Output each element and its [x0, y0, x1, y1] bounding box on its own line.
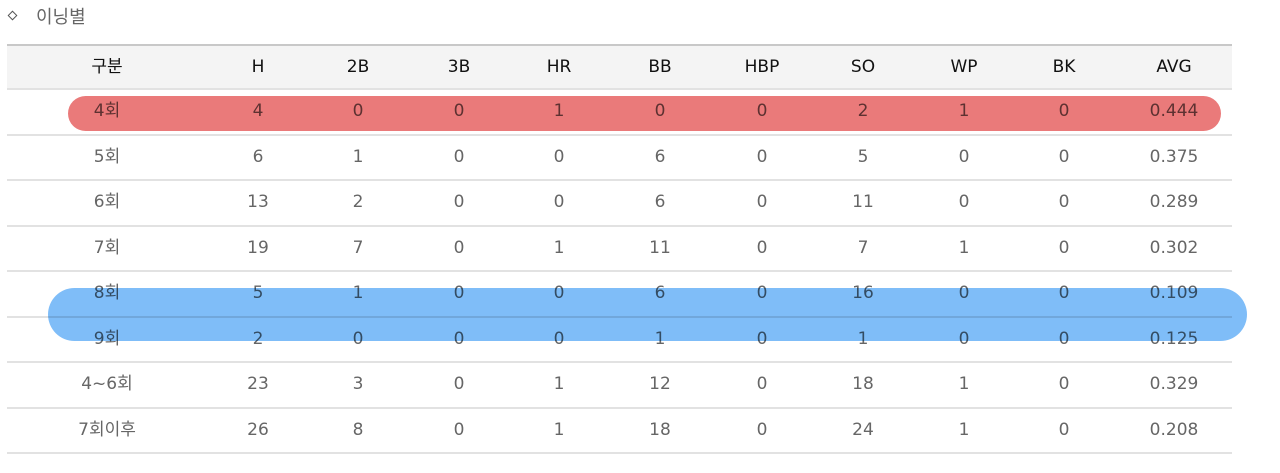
table-cell: 7	[857, 237, 869, 258]
red-highlight	[68, 96, 1221, 131]
table-cell: 0	[553, 146, 565, 167]
table-cell: 24	[852, 419, 874, 440]
table-cell: 0	[958, 146, 970, 167]
section-title: 이닝별	[36, 7, 86, 28]
table-cell: 6	[654, 146, 666, 167]
table-cell: 11	[852, 192, 874, 212]
table-cell: 18	[649, 419, 671, 440]
row-border	[7, 361, 1232, 363]
bullet	[7, 10, 18, 21]
table-cell: 0	[756, 374, 768, 394]
table-cell: 7회이후	[78, 419, 136, 440]
table-cell: 0	[756, 237, 768, 258]
table-cell: 6회	[93, 192, 121, 212]
table-cell: 0.375	[1149, 146, 1199, 167]
table-cell: 0.208	[1149, 419, 1199, 440]
table-cell: 5회	[93, 146, 121, 167]
table-cell: 1	[958, 419, 970, 440]
table-cell: 0	[1058, 192, 1070, 212]
table-cell: 0	[958, 192, 970, 212]
header-cell: H	[251, 57, 265, 77]
table-cell: 1	[553, 419, 565, 440]
table-cell: 0	[453, 374, 465, 394]
table-cell: 0	[756, 146, 768, 167]
table-cell: 26	[247, 419, 269, 440]
header-cell: BB	[648, 57, 672, 77]
row-border	[7, 270, 1232, 272]
table-cell: 2	[352, 192, 364, 212]
table-cell: 0	[1058, 419, 1070, 440]
table-cell: 0.302	[1149, 237, 1199, 258]
table-cell: 0.289	[1149, 192, 1199, 212]
table-cell: 18	[852, 374, 874, 394]
header-cell: 3B	[447, 57, 471, 77]
header-cell: AVG	[1156, 57, 1192, 77]
table-cell: 0	[1058, 237, 1070, 258]
header-row	[7, 44, 1232, 89]
table-cell: 8	[352, 419, 364, 440]
table-cell: 5	[857, 146, 869, 167]
row-border	[7, 88, 1232, 90]
table-cell: 11	[649, 237, 671, 258]
table-cell: 0.329	[1149, 374, 1199, 394]
table-cell: 7회	[93, 237, 121, 258]
table-cell: 0	[453, 146, 465, 167]
table-cell: 1	[553, 237, 565, 258]
table-cell: 6	[252, 146, 264, 167]
table-cell: 0	[453, 419, 465, 440]
table-cell: 1	[352, 146, 364, 167]
table-cell: 0	[453, 192, 465, 212]
table-cell: 0	[1058, 374, 1070, 394]
table-cell: 0	[553, 192, 565, 212]
header-cell: WP	[950, 57, 978, 77]
row-border	[7, 452, 1232, 454]
table-cell: 7	[352, 237, 364, 258]
header-cell: SO	[850, 57, 876, 77]
table-cell: 1	[553, 374, 565, 394]
table-cell: 4~6회	[81, 374, 133, 394]
table-cell: 1	[958, 374, 970, 394]
header-cell: HBP	[744, 57, 780, 77]
blue-highlight	[48, 288, 1247, 341]
table-cell: 13	[247, 192, 269, 212]
row-border	[7, 133, 1232, 136]
table-cell: 0	[453, 237, 465, 258]
table-cell: 0	[756, 419, 768, 440]
table-cell: 1	[958, 237, 970, 258]
table-cell: 12	[649, 374, 671, 394]
table-cell: 0	[1058, 146, 1070, 167]
row-border	[7, 224, 1232, 227]
table-cell: 3	[352, 374, 364, 394]
row-border	[7, 179, 1232, 181]
table-cell: 19	[247, 237, 269, 258]
header-cell: 구분	[91, 57, 123, 77]
header-cell: HR	[546, 57, 572, 77]
table-cell: 0	[756, 192, 768, 212]
row-border	[7, 406, 1232, 409]
table-cell: 23	[247, 374, 269, 394]
header-cell: BK	[1052, 57, 1076, 77]
header-cell: 2B	[346, 57, 370, 77]
table-cell: 6	[654, 192, 666, 212]
